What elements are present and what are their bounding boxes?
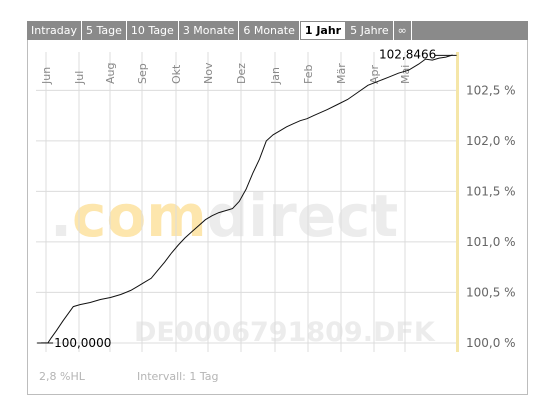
watermark-logo-part-0: . (50, 182, 72, 250)
y-tick-label: 101,0 % (466, 235, 516, 249)
x-tick-label: Sep (136, 63, 149, 84)
x-tick-label: Apr (368, 64, 381, 84)
tab-3-monate[interactable]: 3 Monate (179, 21, 240, 40)
y-tick-label: 102,0 % (466, 134, 516, 148)
x-tick-label: Nov (202, 62, 215, 84)
price-line (41, 54, 453, 344)
tab-1-jahr[interactable]: 1 Jahr (299, 21, 347, 40)
timeframe-tabs: Intraday 5 Tage 10 Tage 3 Monate 6 Monate 1 J… (27, 21, 528, 40)
watermark-logo-part-2: direct (207, 182, 398, 250)
tab-intraday[interactable]: Intraday (27, 21, 83, 40)
x-tick-label: Aug (104, 63, 117, 84)
watermark-logo: .comdirect (50, 182, 398, 250)
tab-10-tage[interactable]: 10 Tage (127, 21, 179, 40)
x-tick-label: Jul (73, 71, 86, 85)
tab-6-monate[interactable]: 6 Monate (239, 21, 300, 40)
tab-5-jahre[interactable]: 5 Jahre (346, 21, 394, 40)
y-tick-label: 100,5 % (466, 285, 516, 299)
hl-suffix: HL (70, 370, 85, 383)
y-tick-label: 101,5 % (466, 184, 516, 198)
end-value-label: 102,8466 (379, 47, 436, 61)
tab-5-tage[interactable]: 5 Tage (82, 21, 127, 40)
watermark-logo-part-1: com (72, 182, 207, 250)
x-tick-label: Mai (399, 65, 412, 84)
start-value-label: 100,0000 (54, 336, 111, 350)
y-axis-band (456, 52, 459, 352)
hl-indicator: 2,8 %HL (39, 370, 85, 383)
y-tick-label: 100,0 % (466, 336, 516, 350)
x-tick-label: Jun (40, 67, 53, 85)
interval-label: Intervall: 1 Tag (137, 370, 219, 383)
y-tick-label: 102,5 % (466, 83, 516, 97)
x-tick-label: Jan (269, 67, 282, 85)
tab-max[interactable]: ∞ (394, 21, 412, 40)
x-tick-label: Dez (235, 63, 248, 84)
x-tick-label: Feb (302, 65, 315, 84)
x-tick-label: Okt (170, 64, 183, 84)
hl-value: 2,8 % (39, 370, 71, 383)
x-tick-label: Mär (335, 63, 348, 84)
